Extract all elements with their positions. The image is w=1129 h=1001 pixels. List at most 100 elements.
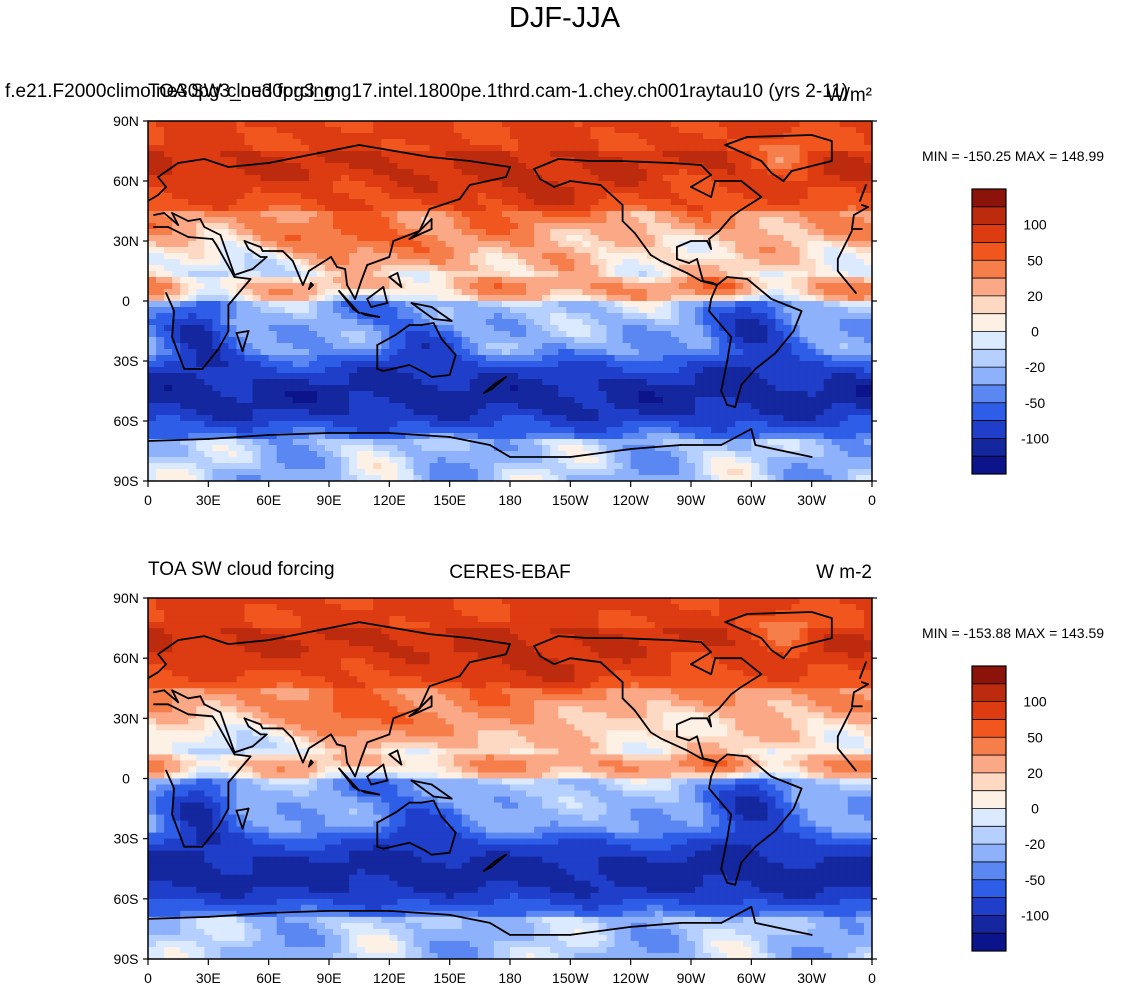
lon-label: 0 bbox=[144, 970, 152, 986]
model-case-title: f.e21.F2000climo.ne30pg3_ne30pg3_mg17.in… bbox=[5, 81, 848, 102]
lat-label: 30S bbox=[114, 353, 139, 369]
lat-label: 60S bbox=[114, 891, 139, 907]
field-title-overlap: TOA SW cloud forcing bbox=[148, 81, 335, 102]
lat-label: 30N bbox=[113, 710, 139, 726]
lon-label: 150W bbox=[552, 492, 589, 508]
colorbar-swatch bbox=[972, 224, 1006, 243]
lon-label: 30E bbox=[196, 492, 221, 508]
colorbar-swatch bbox=[972, 861, 1006, 881]
lon-label: 60W bbox=[737, 970, 767, 986]
colorbar-swatch bbox=[972, 666, 1006, 685]
lon-label: 0 bbox=[868, 970, 876, 986]
lat-label: 30S bbox=[114, 831, 139, 847]
colorbar-label: -20 bbox=[1025, 359, 1045, 375]
lon-label: 150E bbox=[433, 970, 466, 986]
colorbar-swatch bbox=[972, 384, 1006, 404]
lat-label: 30N bbox=[113, 233, 139, 249]
lat-label: 60S bbox=[114, 413, 139, 429]
colorbar-swatch bbox=[972, 420, 1006, 439]
colorbar-swatch bbox=[972, 772, 1006, 792]
lon-label: 0 bbox=[868, 492, 876, 508]
lat-label: 90S bbox=[114, 473, 139, 489]
colorbar-label: -50 bbox=[1025, 395, 1045, 411]
field-cells bbox=[148, 121, 872, 481]
colorbar-swatch bbox=[972, 278, 1006, 297]
colorbar-label: 50 bbox=[1027, 252, 1043, 268]
colorbar-label: 0 bbox=[1031, 801, 1039, 817]
dataset-title: CERES-EBAF bbox=[449, 562, 570, 583]
colorbar: 100 50 20 0 -20 -50 -100 bbox=[971, 188, 1049, 475]
lon-label: 90E bbox=[317, 970, 342, 986]
colorbar-label: -100 bbox=[1021, 430, 1049, 446]
colorbar-swatch bbox=[972, 844, 1006, 863]
lon-label: 90W bbox=[677, 970, 707, 986]
colorbar-swatch bbox=[972, 456, 1006, 475]
minmax-label: MIN = -153.88 MAX = 143.59 bbox=[922, 625, 1104, 641]
colorbar-label: 50 bbox=[1027, 729, 1043, 745]
colorbar-swatch bbox=[972, 313, 1006, 332]
lat-label: 90N bbox=[113, 113, 139, 129]
colorbar-swatch bbox=[972, 719, 1006, 738]
colorbar-swatch bbox=[972, 189, 1006, 208]
colorbar-swatch bbox=[972, 826, 1006, 845]
lat-label: 60N bbox=[113, 650, 139, 666]
colorbar-frame bbox=[971, 188, 1007, 475]
lat-label: 90S bbox=[114, 951, 139, 967]
lon-label: 180 bbox=[498, 492, 522, 508]
lat-label: 90N bbox=[113, 590, 139, 606]
colorbar-swatch bbox=[972, 349, 1006, 368]
colorbar-label: 20 bbox=[1027, 288, 1043, 304]
colorbar-swatch bbox=[972, 755, 1006, 774]
lon-label: 90W bbox=[677, 492, 707, 508]
map-panel-obs: 90N 60N 30N 0 30S 60S 90S 0 30E 60E 90E 120E 150E 180… bbox=[113, 559, 1104, 986]
coastlines bbox=[148, 611, 869, 936]
colorbar-frame bbox=[971, 665, 1007, 952]
map-panel-model: 90N 60N 30N 0 30S 60S 90S 0 30E 60E 90E 120E 150E 180… bbox=[5, 81, 1104, 508]
colorbar-swatch bbox=[972, 701, 1006, 720]
colorbar-label: 20 bbox=[1027, 765, 1043, 781]
colorbar-swatch bbox=[972, 402, 1006, 421]
lon-label: 120E bbox=[373, 492, 406, 508]
colorbar-swatch bbox=[972, 737, 1006, 756]
colorbar-label: -50 bbox=[1025, 872, 1045, 888]
lon-label: 0 bbox=[144, 492, 152, 508]
lon-label: 60E bbox=[256, 492, 281, 508]
lon-label: 30W bbox=[797, 970, 827, 986]
lon-label: 90E bbox=[317, 492, 342, 508]
minmax-label: MIN = -150.25 MAX = 148.99 bbox=[922, 148, 1104, 164]
colorbar: 100 50 20 0 -20 -50 -100 bbox=[971, 665, 1049, 952]
lon-label: 60W bbox=[737, 492, 767, 508]
coastlines bbox=[148, 134, 869, 458]
lon-label: 180 bbox=[498, 970, 522, 986]
field-cells bbox=[148, 598, 872, 959]
colorbar-label: -100 bbox=[1021, 907, 1049, 923]
units-label: W/m² bbox=[827, 85, 872, 106]
lon-label: 150W bbox=[552, 970, 589, 986]
colorbar-swatch bbox=[972, 879, 1006, 898]
units-label: W m-2 bbox=[816, 562, 872, 583]
colorbar-label: 100 bbox=[1023, 217, 1047, 233]
main-title: DJF-JJA bbox=[508, 2, 621, 34]
colorbar-swatch bbox=[972, 331, 1006, 350]
lon-label: 120W bbox=[612, 970, 649, 986]
colorbar-swatch bbox=[972, 206, 1006, 226]
colorbar-swatch bbox=[972, 915, 1006, 934]
colorbar-label: 0 bbox=[1031, 324, 1039, 340]
colorbar-swatch bbox=[972, 367, 1006, 386]
colorbar-swatch bbox=[972, 790, 1006, 809]
colorbar-swatch bbox=[972, 260, 1006, 279]
field-title: TOA SW cloud forcing bbox=[148, 559, 335, 580]
colorbar-label: 100 bbox=[1023, 694, 1047, 710]
lat-label: 0 bbox=[122, 293, 130, 309]
lon-label: 150E bbox=[433, 492, 466, 508]
lat-label: 0 bbox=[122, 771, 130, 787]
lon-label: 30W bbox=[797, 492, 827, 508]
colorbar-label: -20 bbox=[1025, 836, 1045, 852]
colorbar-swatch bbox=[972, 683, 1006, 703]
colorbar-swatch bbox=[972, 438, 1006, 457]
lon-label: 120E bbox=[373, 970, 406, 986]
colorbar-swatch bbox=[972, 242, 1006, 261]
lon-label: 120W bbox=[612, 492, 649, 508]
lat-label: 60N bbox=[113, 173, 139, 189]
